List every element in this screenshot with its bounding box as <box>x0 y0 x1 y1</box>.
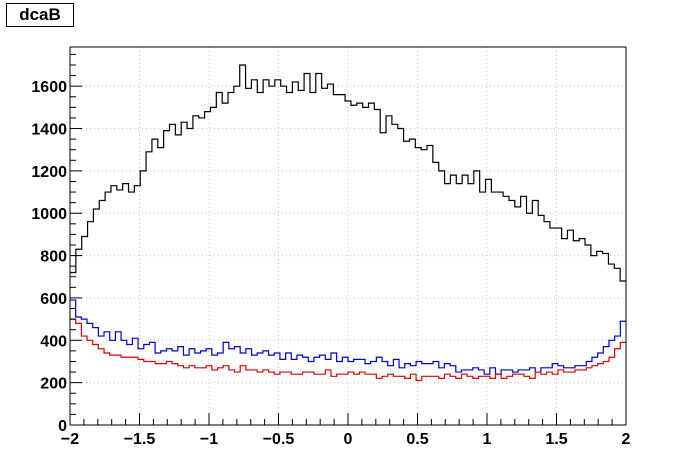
x-tick-label-5: 0.5 <box>406 431 428 448</box>
x-tick-label-2: −1 <box>200 431 218 448</box>
x-tick-label-1: −1.5 <box>124 431 156 448</box>
y-axis: 0 200 400 600 800 1000 1200 1400 1600 <box>31 53 82 435</box>
x-tick-label-4: 0 <box>344 431 353 448</box>
x-tick-label-0: −2 <box>61 431 79 448</box>
y-tick-label-6: 1200 <box>31 164 67 181</box>
y-tick-label-3: 600 <box>40 291 67 308</box>
y-tick-label-7: 1400 <box>31 122 67 139</box>
y-tick-label-1: 200 <box>40 376 67 393</box>
grid-lines <box>70 47 626 425</box>
x-tick-label-7: 1.5 <box>545 431 567 448</box>
x-tick-label-3: −0.5 <box>263 431 295 448</box>
x-tick-label-6: 1 <box>483 431 492 448</box>
y-tick-label-4: 800 <box>40 249 67 266</box>
series-line-1 <box>70 299 626 375</box>
x-axis: −2 −1.5 −1 −0.5 0 0.5 1 1.5 2 <box>61 413 631 448</box>
series-line-2 <box>70 318 626 382</box>
y-tick-label-5: 1000 <box>31 206 67 223</box>
y-tick-label-8: 1600 <box>31 79 67 96</box>
series-line-0 <box>70 64 626 282</box>
y-tick-label-2: 400 <box>40 333 67 350</box>
series-group <box>70 64 626 382</box>
chart-title: dcaB <box>6 3 74 27</box>
y-tick-label-0: 0 <box>58 418 67 435</box>
x-tick-label-8: 2 <box>622 431 631 448</box>
